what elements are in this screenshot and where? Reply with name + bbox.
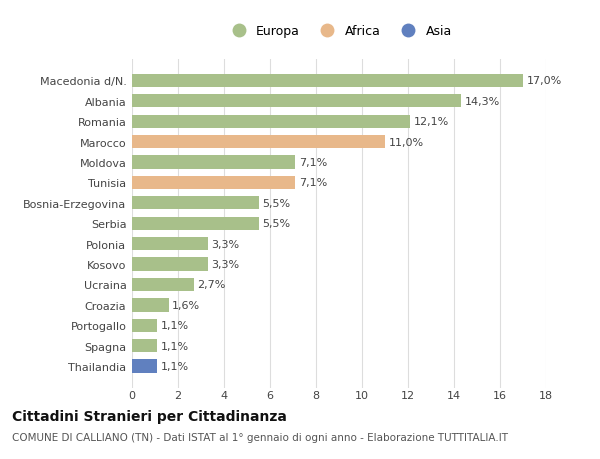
- Bar: [132, 299, 169, 312]
- Text: 7,1%: 7,1%: [299, 158, 327, 168]
- Text: 7,1%: 7,1%: [299, 178, 327, 188]
- Bar: [132, 217, 259, 230]
- Bar: [132, 75, 523, 88]
- Text: 14,3%: 14,3%: [464, 96, 500, 106]
- Text: 11,0%: 11,0%: [388, 137, 424, 147]
- Text: 3,3%: 3,3%: [211, 259, 239, 269]
- Text: 17,0%: 17,0%: [526, 76, 562, 86]
- Bar: [132, 278, 194, 291]
- Bar: [132, 115, 410, 129]
- Text: 5,5%: 5,5%: [262, 219, 290, 229]
- Text: 1,1%: 1,1%: [161, 341, 189, 351]
- Bar: [132, 156, 295, 169]
- Bar: [132, 339, 157, 353]
- Text: 1,1%: 1,1%: [161, 361, 189, 371]
- Bar: [132, 95, 461, 108]
- Bar: [132, 360, 157, 373]
- Bar: [132, 136, 385, 149]
- Text: 1,1%: 1,1%: [161, 320, 189, 330]
- Bar: [132, 237, 208, 251]
- Legend: Europa, Africa, Asia: Europa, Africa, Asia: [221, 20, 457, 43]
- Text: 12,1%: 12,1%: [414, 117, 449, 127]
- Text: 3,3%: 3,3%: [211, 239, 239, 249]
- Text: 2,7%: 2,7%: [197, 280, 226, 290]
- Bar: [132, 176, 295, 190]
- Text: COMUNE DI CALLIANO (TN) - Dati ISTAT al 1° gennaio di ogni anno - Elaborazione T: COMUNE DI CALLIANO (TN) - Dati ISTAT al …: [12, 432, 508, 442]
- Text: Cittadini Stranieri per Cittadinanza: Cittadini Stranieri per Cittadinanza: [12, 409, 287, 423]
- Text: 1,6%: 1,6%: [172, 300, 200, 310]
- Text: 5,5%: 5,5%: [262, 198, 290, 208]
- Bar: [132, 258, 208, 271]
- Bar: [132, 197, 259, 210]
- Bar: [132, 319, 157, 332]
